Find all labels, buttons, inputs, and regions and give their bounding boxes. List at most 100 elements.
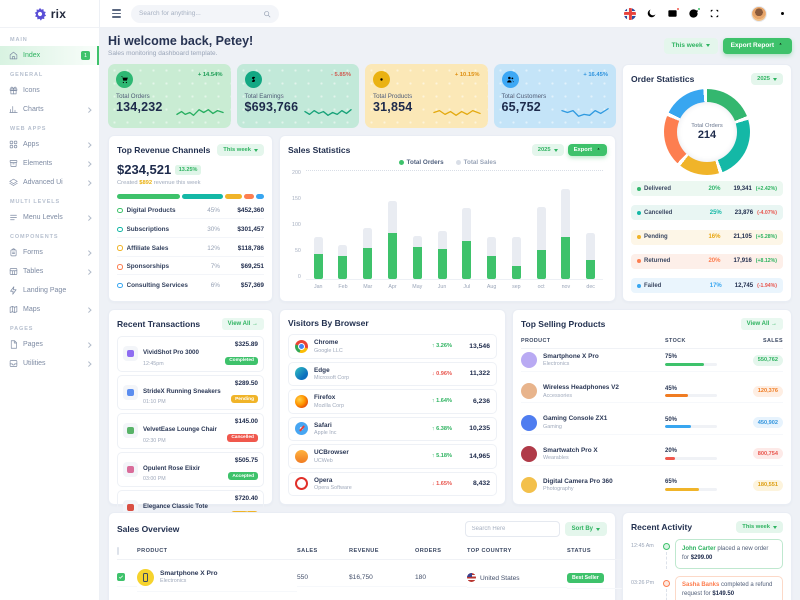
transactions-view-all-button[interactable]: View All [221,318,264,330]
recent-activity-panel: Recent Activity This week 12:45 Am John … [622,512,792,600]
channel-dot [117,282,123,289]
sidebar-item-utilities[interactable]: Utilities [0,354,99,373]
product-row: Wireless Headphones V2 Accessories 45% 12… [521,380,783,404]
mail-icon[interactable] [667,6,680,19]
smartwatch-thumb [521,445,537,462]
chevron-right-icon [85,161,91,166]
select-all-checkbox[interactable] [117,547,119,555]
revenue-segment-bar [117,194,264,199]
layers-icon [9,178,18,187]
sidebar-item-pages[interactable]: Pages [0,335,99,354]
browser-row-opera: Opera Opera Software ↓ 1.65% 8,432 [288,471,497,496]
bar-oct [529,170,554,279]
bar-Jul [454,170,479,279]
top-selling-view-all-button[interactable]: View All [740,318,783,330]
sidebar-item-tables[interactable]: Tables [0,262,99,281]
product-row: Smartphone X Pro Electronics 75% 550,762 [521,349,783,372]
sparkline [432,109,481,116]
handbag-product-icon [123,500,138,516]
sales-chip: 550,762 [752,354,783,366]
sales-overview-search-input[interactable] [464,521,560,537]
drawer-icon [9,359,18,368]
recent-transactions-panel: Recent Transactions View All VividShot P… [108,309,273,564]
welcome-header: Hi welcome back, Petey! Sales monitoring… [108,34,792,57]
safari-icon [295,422,308,436]
fullscreen-icon[interactable] [709,8,720,19]
stat-card-total-earnings: - 5.85% Total Earnings $693,766 [236,64,359,128]
home-icon [9,51,18,60]
order-status-row-pending: Pending 16% 21,105 (+5.28%) [631,229,783,245]
sidebar-item-advanced-ui[interactable]: Advanced Ui [0,173,99,192]
sales-year-dropdown[interactable]: 2025 [531,144,564,156]
dollar-icon [244,71,262,88]
brand-logo[interactable]: rix [0,0,99,28]
smartphone-thumb [137,568,154,586]
order-status-row-cancelled: Cancelled 25% 23,876 (-4.07%) [631,205,783,221]
status-badge: Completed [225,356,258,365]
top-selling-rows: Smartphone X Pro Electronics 75% 550,762 … [521,349,783,496]
settings-gear-icon[interactable] [777,8,788,19]
order-year-dropdown[interactable]: 2025 [751,73,783,85]
apps-grid-icon [9,140,18,149]
sidebar-item-forms[interactable]: Forms [0,243,99,262]
sort-by-dropdown[interactable]: Sort By [564,522,607,536]
menu-lines-icon[interactable] [730,8,741,19]
transaction-row: Opulent Rose Elixir 03:00 PM $505.75 Accep… [117,451,264,487]
zap-icon [9,286,18,295]
row-checkbox[interactable] [117,573,125,581]
browser-row-ucbrowser: UCBrowser UCWeb ↑ 5.18% 14,965 [288,444,497,469]
sales-export-button[interactable]: Export [567,144,607,156]
dark-mode-moon-icon[interactable] [646,8,657,19]
search-input[interactable] [139,10,258,17]
icons-icon [9,86,18,95]
chevron-right-icon [85,107,91,112]
avatar[interactable] [751,5,767,22]
sparkline [561,108,609,117]
chart-icon [9,105,18,114]
status-dot [637,259,641,264]
chevron-down-icon [254,148,258,152]
sparkline [304,109,352,116]
page-title: Hi welcome back, Petey! [108,34,254,48]
chart-x-labels: Jan Feb Mar Apr May Jun Jul Aug sep oct nov dec [313,283,595,290]
sales-overview-panel: Sales Overview Sort By Product Sales Rev… [108,512,665,600]
camera-product-icon [123,346,138,362]
segment-sponsorships [243,194,254,199]
sidebar-item-index[interactable]: Index 1 [0,46,99,65]
segment-affiliate-sales [225,194,242,199]
sidebar-item-icons[interactable]: Icons [0,81,99,100]
sidebar-item-elements[interactable]: Elements [0,154,99,173]
sidebar-toggle-icon[interactable] [112,9,121,18]
sidebar-section-main: Main [10,37,28,43]
language-flag-icon[interactable] [624,7,636,20]
order-statistics-panel: Order Statistics 2025 Total Orders 214 D… [622,64,792,302]
activity-period-dropdown[interactable]: This week [736,521,783,533]
stat-card-total-customers: + 16.45% Total Customers 65,752 [493,64,616,128]
sidebar-item-menu-levels[interactable]: Menu Levels [0,208,99,227]
clipboard-icon [9,248,18,257]
stat-card-total-orders: + 14.54% Total Orders 134,232 [108,64,231,128]
sidebar-item-maps[interactable]: Maps [0,300,99,319]
segment-digital-products [117,194,180,199]
order-status-list: Delivered 20% 19,341 (+2.42%) Cancelled 25% 2… [631,181,783,293]
channel-dot [117,264,123,270]
product-row: Smartwatch Pro X Wearables 20% 800,754 [521,443,783,466]
order-statistics-donut: Total Orders 214 [664,89,750,175]
gear-icon [373,71,390,88]
bar-dec [578,170,603,279]
order-status-row-delivered: Delivered 20% 19,341 (+2.42%) [631,181,783,196]
bar-Apr [380,170,405,279]
sales-chip: 800,754 [752,448,783,460]
bar-Mar [355,170,380,279]
firefox-icon [295,394,308,408]
period-dropdown[interactable]: This week [663,37,718,54]
sidebar-item-apps[interactable]: Apps [0,135,99,154]
sales-bar-chart: 200 150 100 50 0 Jan Feb Mar Apr May Jun Jul Aug sep… [288,170,607,293]
export-report-button[interactable]: Export Report [722,37,792,54]
segment-subscriptions [181,194,224,199]
revenue-period-dropdown[interactable]: This week [217,144,264,156]
sidebar-item-landing-page[interactable]: Landing Page [0,281,99,300]
refresh-icon[interactable] [688,6,701,19]
sales-chip: 120,376 [752,385,783,397]
sidebar-item-charts[interactable]: Charts [0,100,99,119]
